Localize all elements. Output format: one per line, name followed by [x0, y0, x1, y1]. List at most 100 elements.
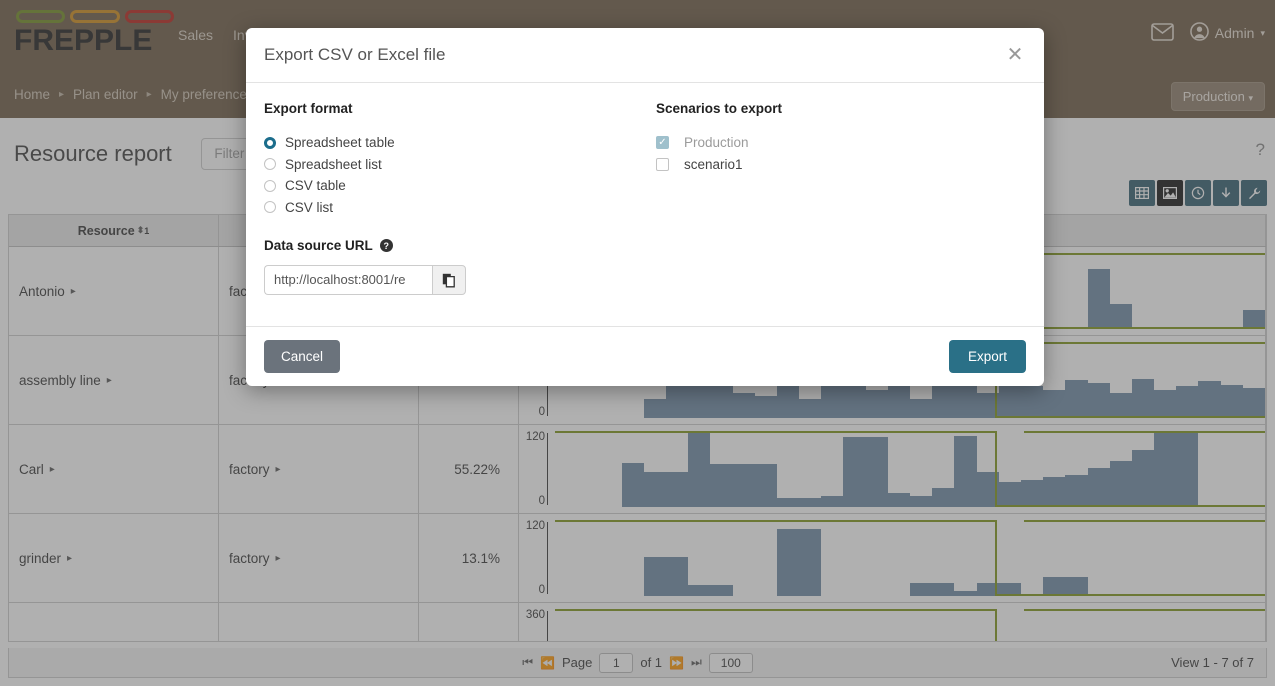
- download-icon[interactable]: [1213, 180, 1239, 206]
- scenario-selector-button[interactable]: Production ▾: [1170, 82, 1265, 111]
- first-page-icon[interactable]: ⏮: [522, 655, 534, 669]
- column-header-resource[interactable]: Resource ⬍ 1: [9, 215, 219, 246]
- chart-bar: [621, 462, 644, 507]
- chart-bar: [954, 590, 977, 596]
- chart-bars: [555, 431, 1265, 507]
- checkbox-scenario-production: ✓ Production: [656, 132, 1026, 154]
- sort-order-badge: 1: [144, 225, 150, 236]
- table-row[interactable]: assembly line▸factory▸0: [9, 336, 1266, 425]
- cell-resource-label: grinder: [19, 550, 62, 566]
- brand-name: FREPPLE: [14, 24, 153, 57]
- row-expand-caret-icon[interactable]: ▸: [275, 463, 281, 475]
- export-format-section: Export format Spreadsheet table Spreadsh…: [264, 101, 656, 218]
- breadcrumb: Home ▸ Plan editor ▸ My preferences: [14, 87, 254, 102]
- cell-location-label: factory: [229, 461, 270, 477]
- logo-bars-icon: [16, 10, 174, 23]
- cell-resource[interactable]: assembly line ▸: [9, 336, 219, 424]
- chart-y-axis: [547, 611, 548, 641]
- row-expand-caret-icon[interactable]: ▸: [70, 285, 76, 297]
- chart-bar: [821, 495, 844, 507]
- chart-bar: [643, 399, 666, 418]
- breadcrumb-item-plan-editor[interactable]: Plan editor: [73, 87, 138, 102]
- brand-logo[interactable]: FREPPLE: [14, 10, 174, 58]
- close-icon[interactable]: ✕: [1006, 44, 1024, 66]
- chart-bar: [1109, 392, 1132, 418]
- chart-bar: [976, 392, 999, 418]
- chart-axis-max-label: 120: [525, 431, 545, 443]
- page-size-input[interactable]: 100: [708, 652, 753, 673]
- radio-csv-table[interactable]: CSV table: [264, 175, 656, 197]
- chart-bar: [1176, 432, 1199, 507]
- chart-bar: [688, 383, 711, 418]
- breadcrumb-item-my-preferences[interactable]: My preferences: [160, 87, 254, 102]
- cell-resource[interactable]: grinder ▸: [9, 514, 219, 602]
- page-number-input[interactable]: 1: [599, 652, 634, 673]
- chart-bar: [776, 376, 800, 418]
- user-menu[interactable]: Admin ▾: [1189, 22, 1265, 44]
- chart-bar: [954, 378, 977, 418]
- data-source-url-input[interactable]: http://localhost:8001/re: [264, 265, 432, 295]
- chart-bar: [1087, 383, 1110, 418]
- table-view-icon[interactable]: [1129, 180, 1155, 206]
- radio-spreadsheet-table[interactable]: Spreadsheet table: [264, 132, 656, 154]
- help-icon[interactable]: ?: [1255, 140, 1265, 159]
- cancel-button[interactable]: Cancel: [264, 340, 341, 373]
- help-circle-icon[interactable]: ?: [379, 239, 393, 252]
- cell-resource[interactable]: Carl ▸: [9, 425, 219, 513]
- cell-location[interactable]: factory ▸: [219, 514, 419, 602]
- cell-location[interactable]: factory ▸: [219, 425, 419, 513]
- chart-bar: [665, 640, 689, 641]
- copy-icon[interactable]: [432, 265, 466, 295]
- history-clock-icon[interactable]: [1185, 180, 1211, 206]
- cell-location[interactable]: factory▸: [219, 603, 419, 642]
- previous-page-icon[interactable]: ⏪: [540, 655, 555, 670]
- radio-unselected-icon: [264, 158, 276, 171]
- row-expand-caret-icon[interactable]: ▸: [49, 463, 55, 475]
- checkbox-scenario1[interactable]: scenario1: [656, 154, 1026, 176]
- chart-bar: [887, 493, 910, 507]
- export-button[interactable]: Export: [948, 340, 1026, 373]
- chart-bar: [688, 584, 711, 596]
- sort-arrows-icon: ⬍: [136, 225, 145, 235]
- chevron-down-icon: ▾: [1260, 27, 1265, 38]
- chart-bar: [665, 556, 689, 596]
- cell-resource-label: Antonio: [19, 283, 65, 299]
- radio-spreadsheet-table-label: Spreadsheet table: [285, 135, 395, 151]
- scenario-selector-label: Production: [1182, 89, 1245, 104]
- chart-bar: [954, 436, 977, 507]
- nav-item-sales[interactable]: Sales: [178, 27, 214, 43]
- envelope-icon[interactable]: [1150, 22, 1174, 44]
- data-source-label: Data source URL: [264, 238, 373, 253]
- chart-bars: [555, 342, 1265, 418]
- radio-csv-list[interactable]: CSV list: [264, 197, 656, 219]
- scenarios-heading: Scenarios to export: [656, 101, 783, 116]
- row-expand-caret-icon[interactable]: ▸: [275, 552, 281, 564]
- radio-spreadsheet-list[interactable]: Spreadsheet list: [264, 154, 656, 176]
- graph-view-icon[interactable]: [1157, 180, 1183, 206]
- cell-resource[interactable]: Antonio ▸: [9, 247, 219, 335]
- chart-bar: [1065, 380, 1088, 418]
- pagination-bar: ⏮ ⏪ Page 1 of 1 ⏩ ⏭ 100 View 1 - 7 of 7: [8, 648, 1267, 678]
- logo-bar-green-icon: [16, 10, 66, 23]
- radio-csv-list-label: CSV list: [285, 199, 334, 215]
- cell-location-label: factory: [229, 640, 270, 642]
- row-expand-caret-icon[interactable]: ▸: [106, 374, 112, 386]
- dialog-title: Export CSV or Excel file: [264, 45, 446, 64]
- row-expand-caret-icon[interactable]: ▸: [67, 552, 73, 564]
- next-page-icon[interactable]: ⏩: [669, 655, 684, 670]
- chart-bar: [754, 395, 777, 418]
- logo-bar-orange-icon: [70, 10, 120, 23]
- chart-bar: [932, 583, 955, 596]
- cell-utilization: 55.22%: [419, 425, 519, 513]
- wrench-settings-icon[interactable]: [1241, 180, 1267, 206]
- chart-axis-max-label: 120: [525, 520, 545, 532]
- cell-location-label: factory: [229, 550, 270, 566]
- table-row[interactable]: Carl ▸ factory ▸ 55.22% 120 0: [9, 425, 1266, 514]
- cell-resource[interactable]: generator▸: [9, 603, 219, 641]
- breadcrumb-item-home[interactable]: Home: [14, 87, 51, 102]
- last-page-icon[interactable]: ⏭: [690, 655, 702, 669]
- chart-bar: [843, 386, 866, 418]
- chart-bar: [776, 528, 800, 596]
- chart-bars: [555, 609, 1265, 641]
- chart-bar: [998, 481, 1021, 507]
